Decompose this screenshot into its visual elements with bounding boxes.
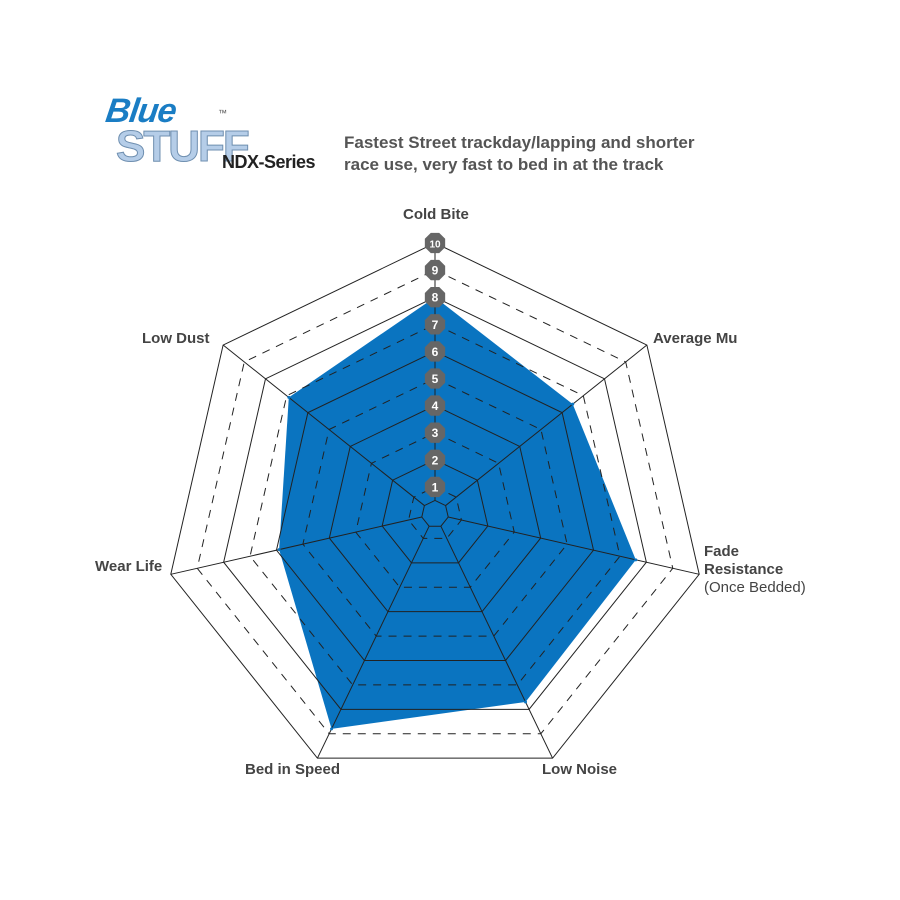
data-point [287, 395, 291, 399]
logo-stuff: STUFF [116, 122, 251, 172]
tick-badge [424, 395, 446, 416]
description-line1: Fastest Street trackday/lapping and shor… [344, 133, 695, 152]
axis-label-average-mu: Average Mu [653, 330, 738, 347]
grid-ring-10 [170, 242, 700, 759]
tick-label: 3 [432, 426, 439, 440]
axis-label-wear-life: Wear Life [95, 558, 163, 575]
axis-line [445, 344, 648, 506]
axis-line [316, 525, 430, 759]
tick-badge [424, 422, 446, 443]
grid-ring-2 [381, 459, 489, 564]
tick-badge [424, 287, 446, 308]
tick-badge [424, 368, 446, 389]
grid-ring-9 [196, 269, 674, 735]
data-point [330, 727, 334, 731]
axis-line [170, 516, 422, 575]
data-point [634, 558, 638, 562]
tick-badge [424, 476, 446, 498]
tick-label: 9 [432, 264, 439, 278]
axis-label-bed-in-speed: Bed in Speed [245, 761, 341, 778]
tick-label: 8 [432, 291, 439, 305]
axis-line [448, 516, 700, 575]
data-point [524, 700, 528, 704]
trademark: ™ [218, 108, 227, 118]
tick-badge [424, 259, 446, 281]
data-point [277, 548, 281, 552]
grid-ring-5 [302, 377, 568, 637]
tick-label: 4 [432, 399, 439, 413]
tick-badge [424, 341, 446, 362]
grid-ring-7 [249, 323, 621, 686]
axis-label-cold-bite: Cold Bite [403, 206, 469, 223]
axis-line [440, 525, 554, 759]
tick-badge [424, 232, 446, 254]
series-name: NDX-Series [222, 152, 316, 172]
description-line2: race use, very fast to bed in at the tra… [344, 155, 664, 174]
tick-label: 1 [432, 480, 439, 494]
grid-ring-inner [421, 499, 449, 527]
grid-ring-3 [355, 432, 515, 588]
tick-badge [424, 449, 446, 470]
grid-ring-1 [408, 486, 462, 539]
tick-label: 7 [432, 318, 439, 332]
axis-label-low-noise: Low Noise [542, 761, 618, 778]
tick-label: 5 [432, 372, 439, 386]
data-point [571, 402, 575, 406]
description: Fastest Street trackday/lapping and shor… [344, 132, 744, 176]
axis-label-fade-resistance: Fade Resistance (Once Bedded) [704, 543, 806, 596]
tick-label: 6 [432, 345, 439, 359]
grid-ring-8 [223, 296, 647, 710]
tick-badge [424, 314, 446, 335]
axis-label-low-dust: Low Dust [142, 330, 210, 347]
tick-label: 10 [429, 240, 441, 251]
axis-line [222, 344, 425, 506]
tick-label: 2 [432, 453, 439, 467]
axis-sublabel: (Once Bedded) [704, 579, 806, 596]
grid-ring-6 [275, 350, 595, 661]
grid-ring-4 [328, 405, 542, 613]
